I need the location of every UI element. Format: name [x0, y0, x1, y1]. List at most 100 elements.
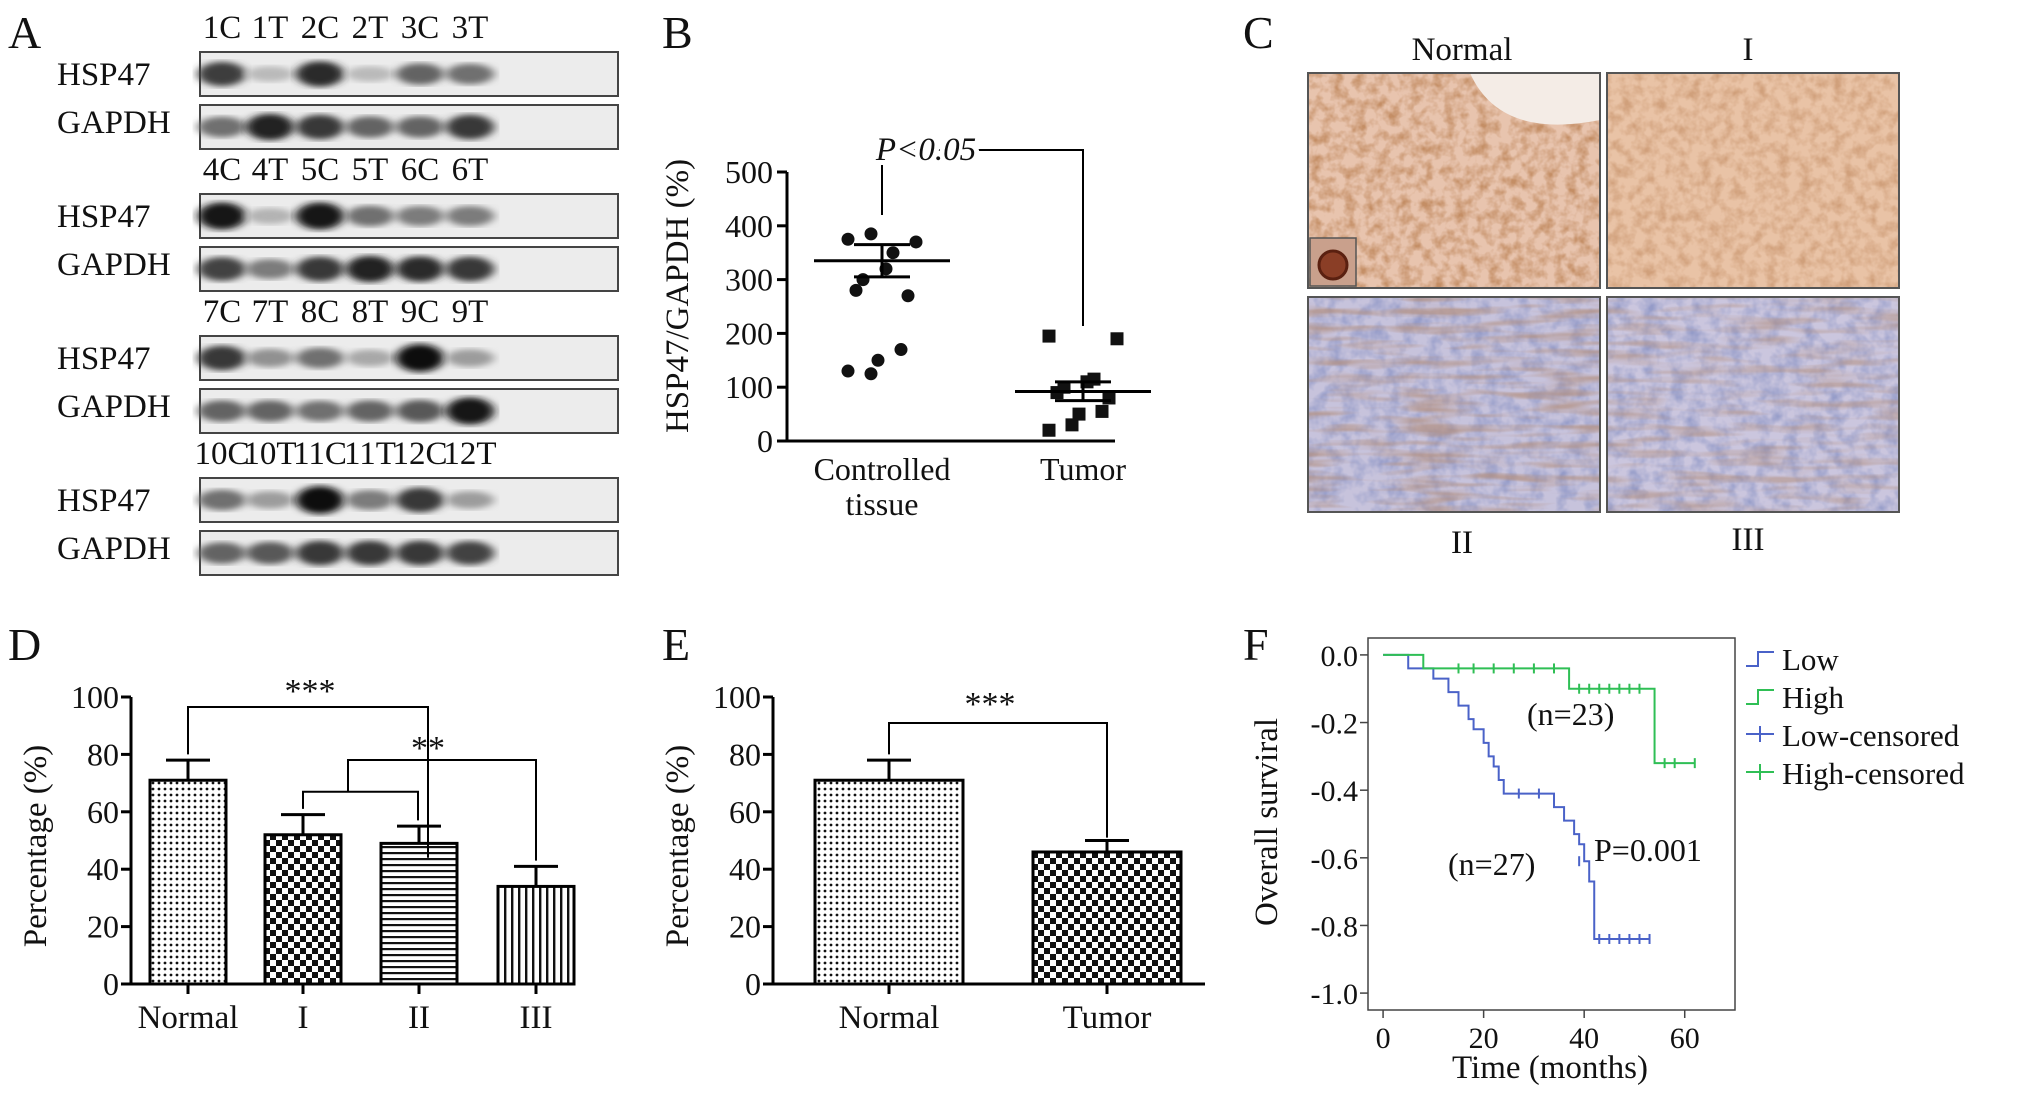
gapdh-band: [197, 116, 247, 138]
significance-bracket: [347, 759, 537, 861]
gapdh-band: [395, 399, 445, 423]
data-point: [909, 235, 923, 249]
ihc-label-i: I: [1743, 32, 1754, 68]
y-tick-label: 0: [103, 966, 119, 1002]
km-p-value: P=0.001: [1594, 832, 1702, 868]
x-tick-label: I: [298, 1000, 309, 1036]
gapdh-band: [395, 256, 445, 282]
gapdh-band: [445, 256, 495, 282]
panel-c: C Normal I II III: [1243, 7, 1900, 561]
blot-row-label: HSP47: [57, 341, 151, 377]
panel-e-ylabel: Percentage (%): [660, 745, 696, 947]
data-point: [849, 283, 863, 297]
hsp47-band: [295, 486, 345, 514]
x-tick-label: Normal: [138, 1000, 239, 1036]
gapdh-band: [345, 255, 395, 283]
bar: [148, 778, 228, 986]
hsp47-band: [245, 491, 295, 509]
hsp47-band: [345, 205, 395, 227]
legend-label: High: [1782, 680, 1845, 715]
legend-swatch: [1746, 689, 1774, 705]
gapdh-band: [295, 256, 345, 282]
x-tick-label: Tumor: [1040, 451, 1126, 487]
y-tick-label: 20: [729, 909, 761, 945]
lane-label: 5C: [301, 152, 340, 188]
hsp47-band: [395, 344, 445, 372]
lane-label: 9C: [401, 294, 440, 330]
panel-d-sig-2: **: [411, 730, 445, 767]
bar: [263, 833, 343, 986]
western-blots: 1C 1T 2C 2T 3C 3T HSP47 GAPDH 4C 4T 5C 5T 6C 6T HSP47 G…: [57, 10, 619, 576]
panel-f-xlabel: Time (months): [1452, 1050, 1648, 1086]
survival-curve-high: [1383, 653, 1695, 765]
gapdh-band: [445, 541, 495, 565]
panel-e-sig: ***: [965, 686, 1016, 723]
lane-label: 3T: [452, 10, 489, 46]
plot-frame: [1367, 637, 1736, 1011]
lane-label: 1T: [252, 10, 289, 46]
chart-f: 0.0 -0.2 -0.4 -0.6 -0.8 -1.0 0 20 40 60: [1311, 637, 1736, 1055]
panel-d-ylabel: Percentage (%): [18, 745, 54, 947]
ihc-label-iii: III: [1732, 522, 1765, 558]
lane-label: 12C: [392, 436, 447, 472]
y-tick-label: -1.0: [1311, 978, 1359, 1011]
y-tick-label: 500: [725, 154, 773, 190]
y-tick-label: 40: [87, 851, 119, 887]
y-tick-label: 100: [71, 679, 119, 715]
data-point: [1072, 407, 1086, 421]
hsp47-band: [245, 66, 295, 82]
gapdh-band: [197, 542, 247, 564]
y-tick-label: 40: [729, 851, 761, 887]
km-n-low: (n=27): [1448, 846, 1535, 882]
data-point: [1042, 423, 1056, 437]
significance-bracket: [881, 149, 1084, 326]
gapdh-band: [197, 257, 247, 281]
bar: [379, 841, 459, 986]
x-tick-label: III: [520, 1000, 553, 1036]
blot-row-label: GAPDH: [57, 531, 171, 567]
lane-label: 10T: [243, 436, 296, 472]
chart-e: 0 20 40 60 80 100 Normal Tumor: [713, 679, 1205, 1036]
x-tick-label: 40: [1569, 1022, 1599, 1055]
x-tick-label: 60: [1670, 1022, 1700, 1055]
legend-label: Low-censored: [1782, 718, 1960, 753]
hsp47-band: [245, 348, 295, 368]
panel-letter-b: B: [662, 7, 693, 58]
data-point: [1110, 332, 1124, 346]
y-tick-label: 0: [745, 966, 761, 1002]
gapdh-band: [197, 400, 247, 422]
hsp47-band: [395, 63, 445, 85]
hsp47-band: [197, 345, 247, 371]
blot-row-label: GAPDH: [57, 105, 171, 141]
panel-d-sig-1: ***: [285, 673, 336, 710]
ihc-image-grade-ii: [1307, 296, 1601, 513]
hsp47-band: [345, 66, 395, 82]
gapdh-band: [245, 259, 295, 279]
panel-a: A 1C 1T 2C 2T 3C 3T HSP47 GAPDH 4C 4T 5C 5T 6C 6T HSP4…: [8, 7, 619, 576]
lane-label: 4T: [252, 152, 289, 188]
hsp47-band: [197, 489, 247, 511]
y-tick-label: -0.8: [1311, 910, 1359, 943]
y-tick-label: 80: [87, 736, 119, 772]
data-point: [1065, 418, 1079, 432]
x-tick-label: Controlled: [814, 451, 951, 487]
significance-bracket: [888, 722, 1108, 838]
lane-label: 8T: [352, 294, 389, 330]
hsp47-band: [445, 206, 495, 226]
hsp47-band: [445, 349, 495, 367]
x-tick-label: Tumor: [1063, 1000, 1152, 1036]
gapdh-band: [445, 114, 495, 140]
blot-row-label: HSP47: [57, 57, 151, 93]
data-point: [856, 273, 870, 287]
y-tick-label: -0.6: [1311, 843, 1359, 876]
y-tick-label: -0.2: [1311, 708, 1359, 741]
data-point: [1087, 372, 1101, 386]
y-tick-label: 100: [713, 679, 761, 715]
ihc-image-grade-iii: [1606, 296, 1900, 513]
lane-label: 11T: [344, 436, 396, 472]
